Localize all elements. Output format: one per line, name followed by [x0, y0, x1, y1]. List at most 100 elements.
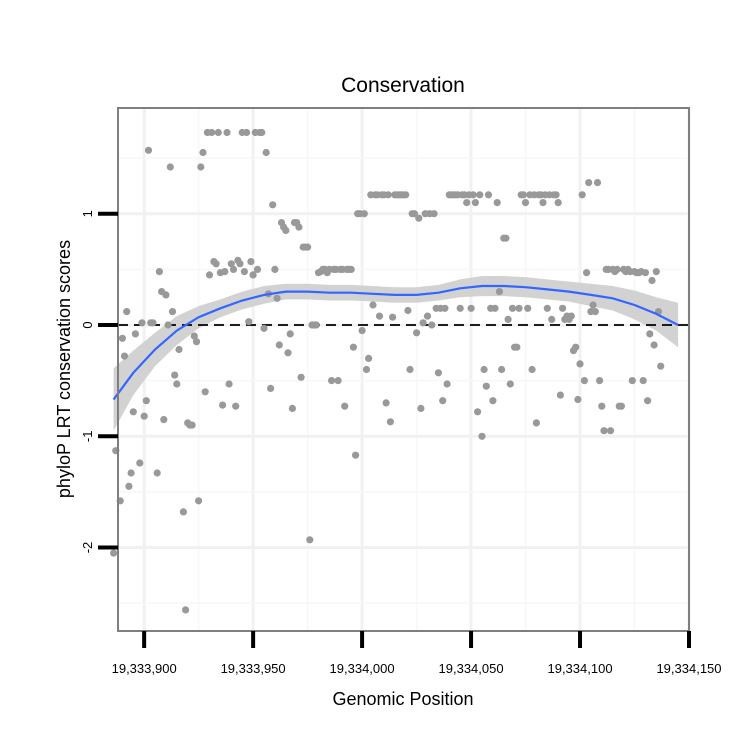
data-point — [212, 260, 220, 268]
x-tick-label: 19,334,150 — [656, 661, 721, 676]
data-point — [580, 377, 589, 385]
data-point — [572, 343, 580, 351]
data-point — [574, 395, 582, 404]
data-point — [463, 199, 471, 207]
data-point — [267, 384, 275, 392]
data-point — [606, 427, 615, 435]
data-point — [410, 210, 418, 218]
data-point — [644, 397, 652, 405]
data-point — [199, 148, 207, 157]
data-point — [179, 508, 187, 516]
data-point — [312, 321, 320, 329]
y-axis-label: phyloP LRT conservation scores — [54, 240, 74, 498]
y-tick-label: 1 — [80, 210, 95, 217]
data-point — [225, 380, 233, 388]
data-point — [406, 365, 414, 374]
data-point — [528, 365, 536, 374]
data-point — [652, 268, 660, 276]
data-point — [155, 268, 163, 276]
data-point — [591, 308, 599, 316]
x-tick-label: 19,334,000 — [330, 661, 395, 676]
x-tick-label: 19,333,950 — [221, 661, 286, 676]
data-point — [515, 304, 523, 312]
data-point — [554, 199, 562, 207]
data-point — [375, 312, 384, 320]
confidence-band — [113, 276, 679, 431]
data-point — [641, 269, 650, 277]
x-axis-label: Genomic Position — [332, 689, 473, 709]
x-tick-label: 19,334,050 — [439, 661, 504, 676]
data-point — [471, 199, 479, 207]
data-point — [127, 469, 135, 477]
data-point — [521, 199, 530, 207]
data-point — [508, 304, 517, 312]
data-point — [382, 399, 390, 407]
data-point — [188, 421, 196, 429]
y-tick-label: -1 — [80, 431, 95, 443]
data-point — [162, 291, 170, 299]
data-point — [502, 234, 510, 242]
data-point — [539, 199, 547, 207]
data-point — [253, 265, 262, 273]
data-point — [131, 330, 139, 338]
smooth-line-layer — [112, 284, 679, 401]
grid — [118, 108, 691, 631]
data-point — [197, 163, 205, 171]
data-point — [493, 199, 501, 207]
data-point — [434, 369, 442, 377]
data-point — [428, 321, 436, 329]
data-point — [352, 451, 360, 459]
data-point — [413, 329, 421, 337]
data-point — [195, 497, 203, 505]
panel-border — [117, 107, 690, 632]
data-point — [498, 365, 506, 374]
data-point — [282, 226, 290, 234]
data-point — [524, 304, 532, 312]
data-point — [469, 191, 477, 199]
data-point — [559, 304, 567, 312]
data-point — [478, 432, 486, 440]
data-point — [519, 191, 528, 199]
data-point — [567, 312, 575, 320]
data-point — [208, 128, 216, 137]
data-point — [205, 271, 214, 279]
data-point — [495, 288, 503, 296]
data-point — [295, 223, 303, 231]
data-point — [349, 343, 357, 351]
data-point — [504, 315, 512, 323]
data-point — [628, 377, 636, 385]
data-point — [484, 191, 493, 199]
data-point — [419, 319, 427, 327]
data-point — [482, 382, 490, 390]
data-point — [286, 330, 294, 338]
x-tick-label: 19,333,900 — [112, 661, 177, 676]
data-point — [476, 191, 484, 199]
data-point — [506, 380, 514, 388]
data-point — [138, 319, 146, 327]
y-axis: -2 -1 0 1 — [80, 210, 118, 553]
data-point — [456, 304, 464, 312]
data-point — [328, 377, 336, 385]
data-point — [360, 210, 368, 218]
data-point — [160, 416, 168, 424]
data-point — [269, 201, 277, 209]
data-point — [513, 343, 521, 351]
data-point — [491, 304, 499, 312]
data-point — [240, 268, 248, 276]
data-point — [617, 402, 626, 410]
data-point — [288, 404, 296, 412]
data-point — [271, 265, 279, 273]
data-point — [110, 549, 118, 557]
data-point — [441, 304, 449, 312]
data-point — [168, 308, 177, 316]
data-point — [297, 373, 305, 381]
data-point — [247, 258, 255, 266]
data-point — [578, 191, 586, 199]
data-point — [175, 345, 183, 354]
data-point — [657, 362, 665, 370]
data-point — [140, 412, 148, 420]
data-point — [306, 536, 314, 544]
data-point — [362, 365, 371, 374]
data-point — [192, 338, 201, 346]
